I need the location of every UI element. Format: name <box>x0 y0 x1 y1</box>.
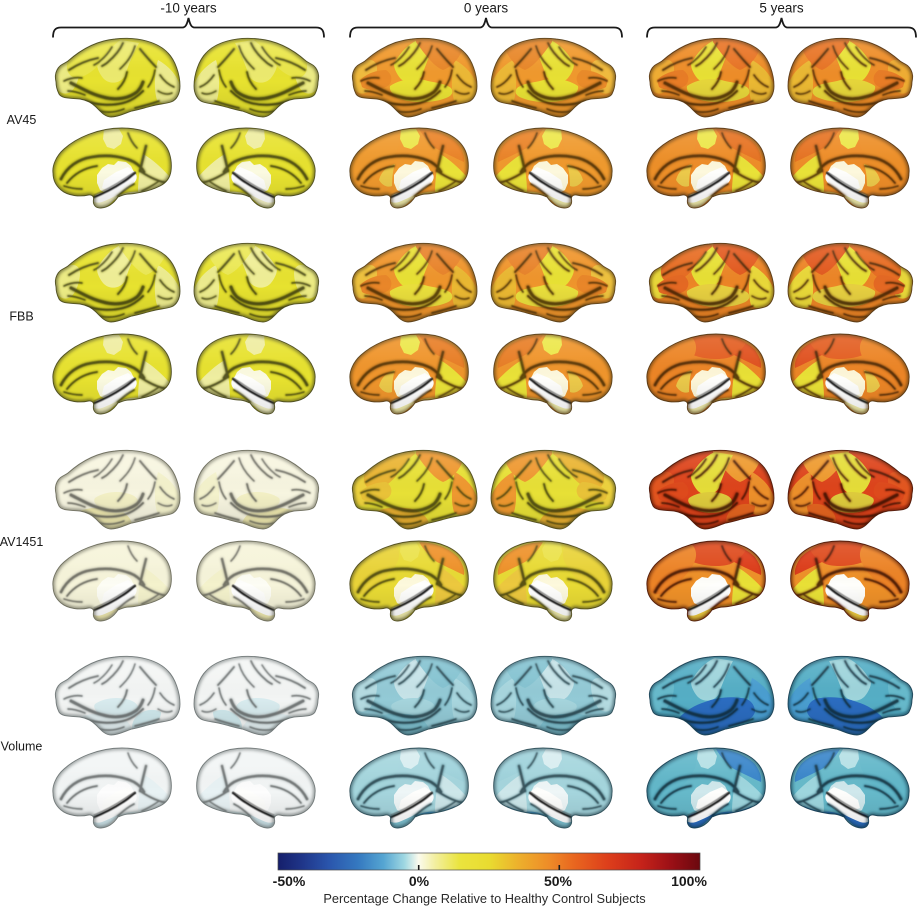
svg-text:AV1451: AV1451 <box>0 535 43 549</box>
svg-text:0%: 0% <box>409 873 430 889</box>
svg-text:100%: 100% <box>671 873 707 889</box>
svg-text:Percentage Change Relative to: Percentage Change Relative to Healthy Co… <box>323 891 645 906</box>
svg-text:-10 years: -10 years <box>160 1 217 16</box>
svg-text:50%: 50% <box>544 873 573 889</box>
svg-text:0 years: 0 years <box>464 1 509 16</box>
svg-text:5 years: 5 years <box>759 1 804 16</box>
svg-text:AV45: AV45 <box>7 113 37 127</box>
svg-text:Volume: Volume <box>1 740 43 754</box>
svg-text:-50%: -50% <box>273 873 306 889</box>
svg-text:FBB: FBB <box>9 310 33 324</box>
